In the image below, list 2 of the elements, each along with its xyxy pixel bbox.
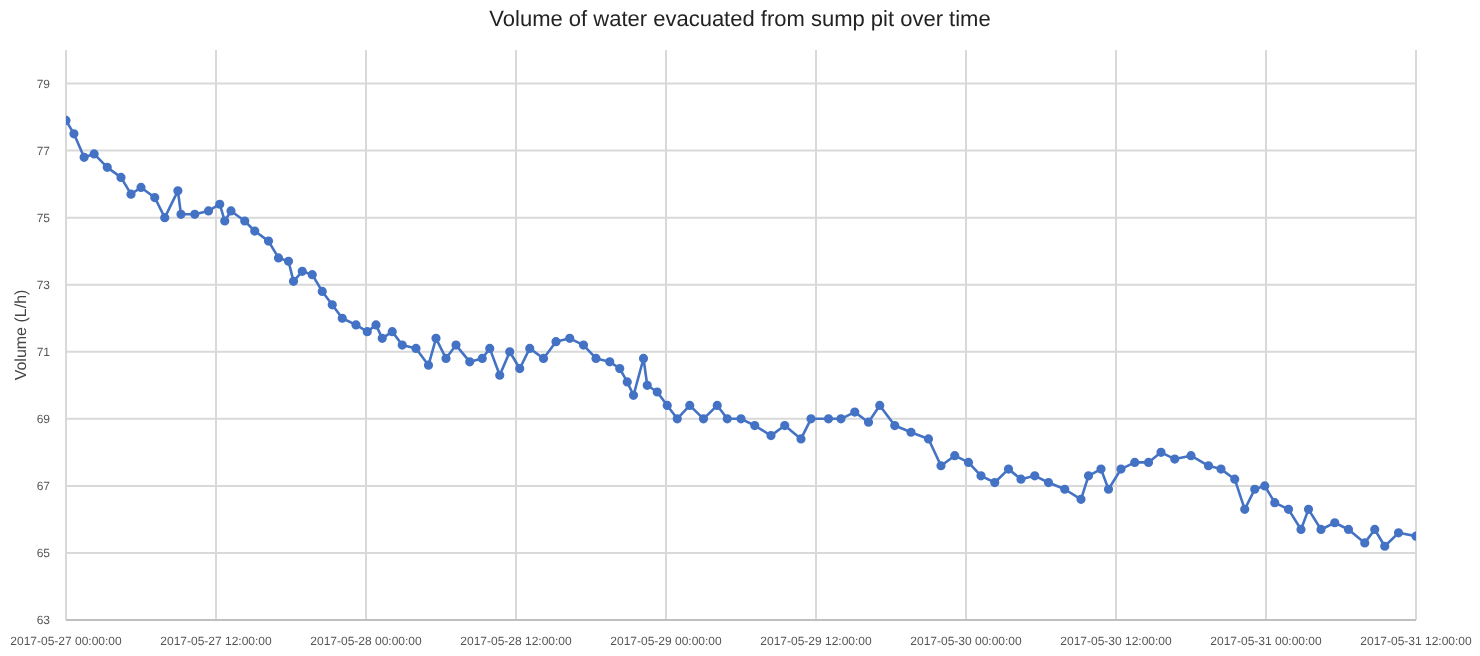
chart-title: Volume of water evacuated from sump pit over time (487, 8, 993, 32)
y-axis-title: Volume (L/h) (11, 288, 30, 381)
